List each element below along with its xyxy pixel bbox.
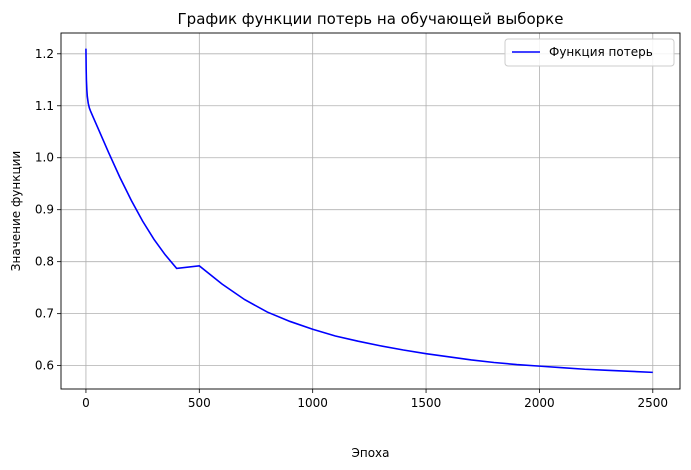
legend: Функция потерь	[504, 38, 675, 67]
x-tick-label: 1000	[297, 396, 328, 410]
y-tick-label: 1.0	[35, 151, 54, 165]
chart-title: График функции потерь на обучающей выбор…	[178, 10, 564, 28]
y-axis-ticks: 0.6 0.7 0.8 0.9 1.0 1.1 1.2	[35, 47, 61, 373]
legend-label-loss: Функция потерь	[549, 45, 653, 59]
x-axis-ticks: 0 500 1000 1500 2000 2500	[82, 389, 668, 410]
y-tick-label: 0.8	[35, 255, 54, 269]
y-axis-label: Значение функции	[9, 151, 23, 271]
x-tick-label: 0	[82, 396, 90, 410]
x-tick-label: 1500	[411, 396, 442, 410]
x-axis-label: Эпоха	[351, 446, 389, 460]
y-tick-label: 0.7	[35, 307, 54, 321]
x-tick-label: 500	[188, 396, 211, 410]
y-tick-label: 0.9	[35, 203, 54, 217]
x-tick-label: 2000	[524, 396, 555, 410]
y-tick-label: 1.2	[35, 47, 54, 61]
plot-area-frame	[60, 32, 681, 390]
series-line-loss	[85, 48, 653, 374]
x-tick-label: 2500	[638, 396, 669, 410]
legend-box	[504, 38, 675, 67]
y-tick-label: 0.6	[35, 359, 54, 373]
y-tick-label: 1.1	[35, 99, 54, 113]
